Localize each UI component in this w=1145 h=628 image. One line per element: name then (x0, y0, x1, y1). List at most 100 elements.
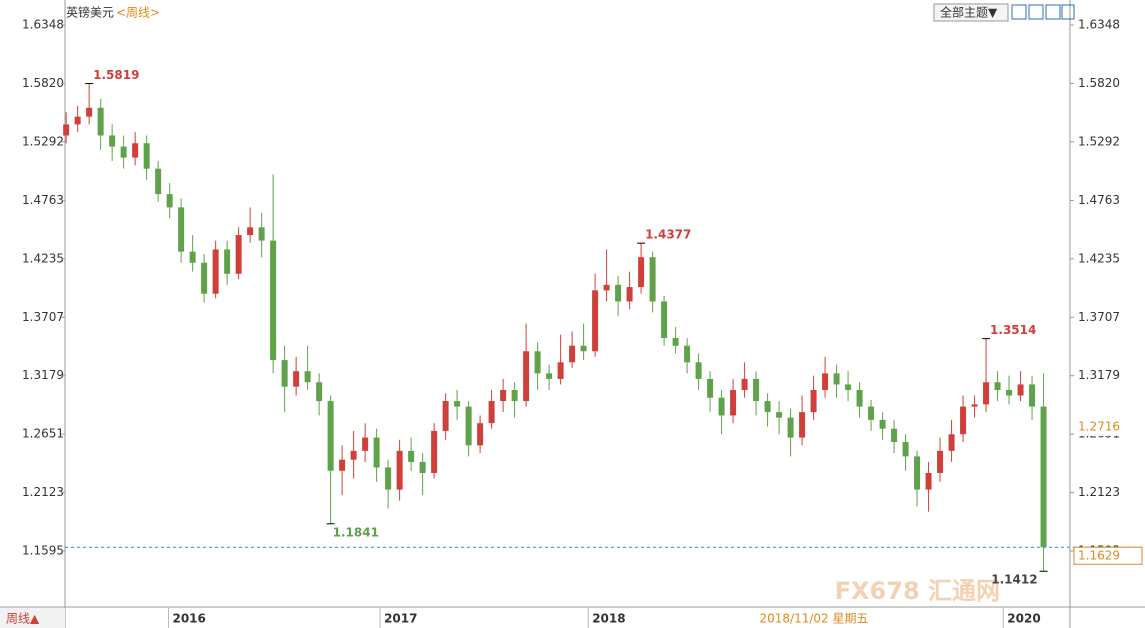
candle-body (350, 450, 357, 460)
candle-body (569, 345, 576, 363)
theme-button-bg[interactable] (933, 3, 1009, 22)
candle-body (86, 107, 93, 117)
x-tick-label: 2017 (384, 612, 417, 626)
candle-body (1029, 384, 1036, 407)
candle-body (109, 135, 116, 147)
candle-body (937, 450, 944, 473)
candle-body (534, 351, 541, 374)
candle-body (868, 406, 875, 420)
y-tick-label-right: 1.6348 (1078, 18, 1120, 32)
candle-body (638, 257, 645, 288)
candle-body (132, 143, 139, 158)
candle-body (684, 345, 691, 363)
candle-body (649, 257, 656, 302)
candle-body (557, 362, 564, 379)
toolbar[interactable] (1011, 4, 1075, 20)
crosshair-price: 1.2716 (1078, 419, 1120, 433)
current-price: 1.1629 (1078, 549, 1120, 563)
candle-body (454, 401, 461, 407)
candle-body (189, 251, 196, 263)
candle-body (718, 397, 725, 416)
candle-body (327, 401, 334, 471)
candle-body (270, 240, 277, 361)
candle-body (672, 337, 679, 346)
y-tick-label-right: 1.2123 (1078, 485, 1120, 499)
candle-body (902, 441, 909, 457)
theme-button[interactable]: 全部主题▼ (940, 5, 998, 20)
candle-body (810, 389, 817, 413)
candle-body (431, 430, 438, 473)
candle-body (74, 116, 81, 125)
candle-body (247, 227, 254, 236)
candle-body (155, 168, 162, 195)
crosshair-price-box (1074, 417, 1142, 436)
candle-body (488, 401, 495, 424)
y-tick-label: 1.4235 (22, 251, 64, 265)
chart-title: 英镑美元 (66, 5, 114, 20)
candle-body (707, 378, 714, 398)
candle-body (661, 301, 668, 338)
candle-body (925, 472, 932, 490)
y-tick-label: 1.3707 (22, 310, 64, 324)
candle-body (293, 371, 300, 387)
candle-body (63, 124, 70, 136)
y-tick-label: 1.5820 (22, 76, 64, 90)
crosshair-date-bg (758, 610, 870, 627)
y-tick-label: 1.4763 (22, 193, 64, 207)
candle-body (304, 371, 311, 383)
candle-body (695, 362, 702, 379)
x-tick-label: 2020 (1007, 612, 1040, 626)
period-button[interactable]: 周线▲ (6, 612, 40, 626)
candle-body (891, 428, 898, 442)
candle-body (730, 389, 737, 416)
candle-body (178, 207, 185, 252)
candle-body (914, 456, 921, 490)
chart-subtitle: <周线> (116, 6, 160, 20)
x-tick-label: 2016 (172, 612, 205, 626)
candle-body (960, 406, 967, 435)
candle-body (1017, 384, 1024, 396)
y-tick-label: 1.2123 (22, 485, 64, 499)
candle-body (281, 360, 288, 387)
candle-body (120, 146, 127, 158)
candle-body (776, 412, 783, 418)
y-tick-label-right: 1.4235 (1078, 251, 1120, 265)
y-tick-label-right: 1.5820 (1078, 76, 1120, 90)
high-label: 1.3514 (990, 323, 1036, 337)
candle-body (465, 406, 472, 446)
y-tick-label: 1.1595 (22, 543, 64, 557)
candle-body (362, 437, 369, 451)
candle-body (500, 389, 507, 402)
candle-body (143, 143, 150, 169)
candle-body (971, 404, 978, 407)
candle-body (603, 284, 610, 291)
candle-body (419, 461, 426, 473)
candle-body (856, 389, 863, 407)
candle-body (994, 382, 1001, 390)
candle-body (166, 194, 173, 208)
candle-body (615, 284, 622, 302)
y-tick-label: 1.6348 (22, 18, 64, 32)
candle-body (373, 437, 380, 468)
high-label: 1.5819 (93, 68, 139, 82)
candle-body (385, 467, 392, 490)
candle-body (845, 384, 852, 390)
candle-body (741, 378, 748, 390)
candle-body (546, 373, 553, 379)
candle-body (442, 401, 449, 431)
period-bg (0, 608, 65, 628)
y-tick-label-right: 1.3707 (1078, 310, 1120, 324)
current-price-box (1073, 546, 1143, 565)
candle-body (339, 459, 346, 471)
candle-body (787, 417, 794, 438)
candle-body (1006, 389, 1013, 396)
y-tick-label-right: 1.5292 (1078, 134, 1120, 148)
candle-body (511, 389, 518, 402)
candle-body (224, 249, 231, 274)
candle-body (477, 423, 484, 446)
candle-body (592, 290, 599, 352)
candle-body (258, 227, 265, 241)
y-tick-label-right: 1.3179 (1078, 368, 1120, 382)
